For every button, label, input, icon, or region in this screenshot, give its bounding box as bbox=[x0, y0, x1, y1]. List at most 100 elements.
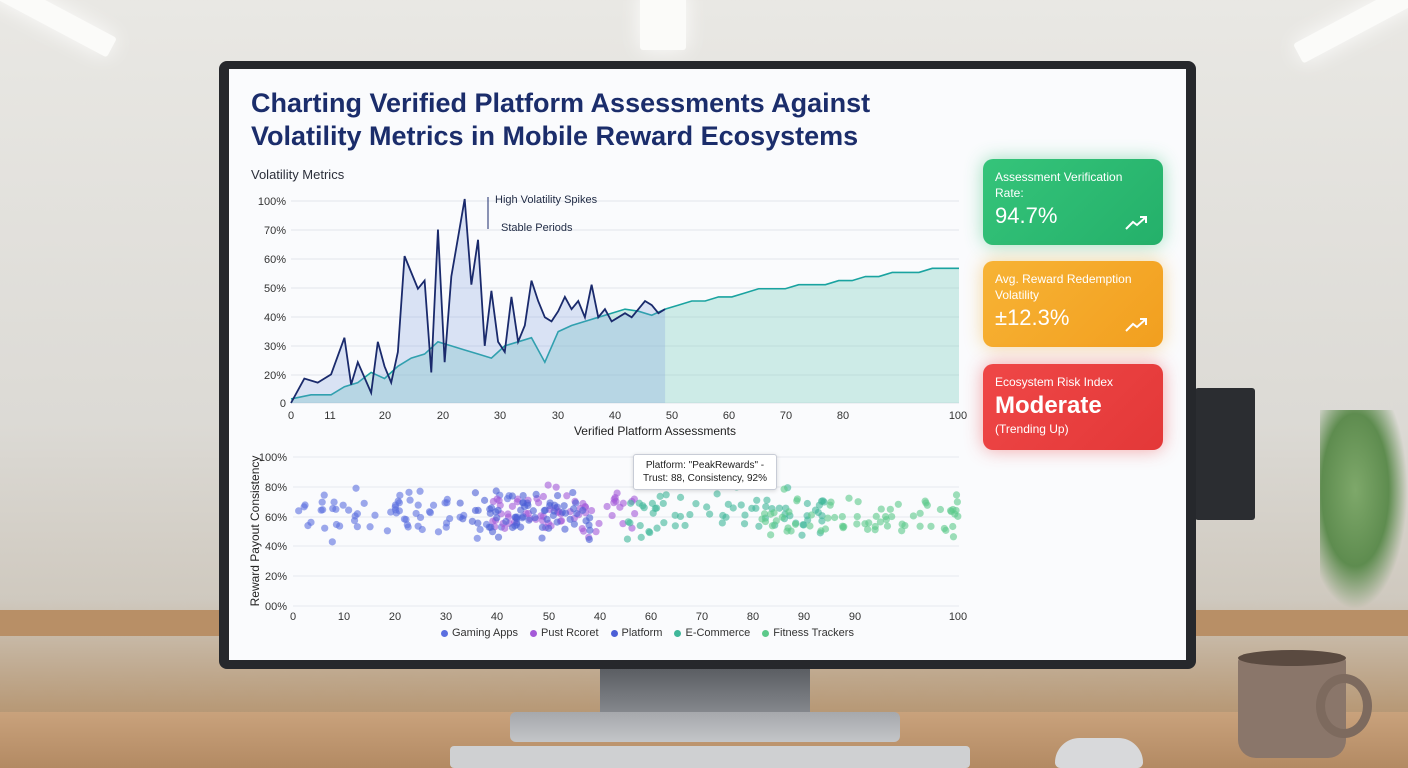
scatter-point bbox=[692, 500, 700, 508]
y-tick-label: 60% bbox=[264, 254, 286, 266]
plant bbox=[1320, 410, 1408, 610]
scatter-point bbox=[653, 504, 661, 512]
scatter-point bbox=[414, 522, 422, 530]
scatter-point bbox=[676, 493, 685, 501]
scatter-legend: Gaming Apps Pust Rcoret Platform E-Comme… bbox=[441, 627, 854, 639]
scatter-point bbox=[817, 527, 825, 535]
kpi-card-redemption-volatility[interactable]: Avg. Reward Redemption Volatility ±12.3% bbox=[983, 261, 1163, 347]
legend-item-gaming-apps[interactable]: Gaming Apps bbox=[441, 627, 518, 639]
scatter-point bbox=[321, 524, 329, 532]
scatter-point bbox=[553, 491, 562, 500]
scatter-point bbox=[320, 491, 328, 499]
scatter-point bbox=[806, 522, 814, 530]
scatter-point bbox=[952, 491, 961, 499]
ceiling-light-center bbox=[640, 0, 686, 50]
scatter-point bbox=[949, 533, 958, 541]
scatter-point bbox=[406, 496, 414, 504]
scatter-point bbox=[545, 524, 553, 532]
scatter-point bbox=[396, 491, 404, 499]
scatter-point bbox=[517, 506, 525, 514]
scatter-point bbox=[660, 519, 668, 527]
ceiling-light-right bbox=[1293, 0, 1408, 64]
scatter-point bbox=[949, 522, 957, 531]
scatter-x-tick-label: 90 bbox=[798, 611, 810, 623]
scatter-point bbox=[753, 496, 761, 504]
scatter-point bbox=[318, 498, 326, 506]
scatter-point bbox=[476, 525, 484, 534]
x-tick-label: 0 bbox=[288, 410, 294, 422]
high-volatility-line bbox=[290, 198, 666, 404]
scatter-point bbox=[546, 499, 554, 507]
coffee-mug bbox=[1238, 656, 1372, 758]
scatter-point bbox=[434, 528, 443, 536]
legend-label: E-Commerce bbox=[685, 627, 751, 639]
scatter-point bbox=[755, 522, 763, 530]
legend-item-platform[interactable]: Platform bbox=[610, 627, 662, 639]
scatter-point bbox=[649, 509, 657, 517]
x-tick-label: 50 bbox=[666, 410, 678, 422]
scatter-point bbox=[845, 494, 853, 502]
scatter-x-tick-label: 50 bbox=[543, 611, 555, 623]
monitor-stand-base bbox=[510, 712, 900, 742]
high-volatility-area bbox=[291, 199, 666, 403]
scatter-point bbox=[768, 522, 776, 530]
scatter-point bbox=[853, 512, 861, 521]
scatter-point bbox=[371, 511, 379, 519]
scatter-point bbox=[570, 520, 578, 528]
scatter-point bbox=[785, 508, 793, 516]
legend-label: Pust Rcoret bbox=[541, 627, 599, 639]
scatter-point bbox=[473, 534, 481, 542]
scatter-x-tick-label: 30 bbox=[440, 611, 452, 623]
scatter-y-tick-label: 40% bbox=[265, 541, 287, 553]
scatter-point bbox=[681, 521, 689, 530]
scatter-point bbox=[502, 517, 510, 526]
legend-label: Gaming Apps bbox=[452, 627, 519, 639]
legend-item-pust-rcoret[interactable]: Pust Rcoret bbox=[530, 627, 599, 639]
scatter-point bbox=[608, 511, 616, 520]
scatter-point bbox=[529, 507, 537, 515]
scatter-point bbox=[508, 502, 516, 510]
scatter-point bbox=[803, 499, 811, 508]
scatter-point bbox=[752, 504, 760, 512]
scatter-point bbox=[807, 511, 816, 519]
kpi-card-verification-rate[interactable]: Assessment Verification Rate: 94.7% bbox=[983, 159, 1163, 245]
scatter-point bbox=[544, 481, 552, 489]
x-tick-label: 30 bbox=[494, 410, 506, 422]
x-tick-label: 80 bbox=[837, 410, 849, 422]
legend-item-fitness-trackers[interactable]: Fitness Trackers bbox=[762, 627, 854, 639]
scatter-point bbox=[579, 506, 587, 514]
scatter-point bbox=[566, 515, 574, 523]
scatter-point bbox=[328, 538, 336, 546]
scatter-point bbox=[888, 512, 896, 521]
x-axis-title: Verified Platform Assessments bbox=[574, 424, 736, 438]
scatter-point bbox=[778, 513, 786, 521]
coffee-mug-rim bbox=[1238, 650, 1346, 666]
scatter-point bbox=[485, 523, 493, 531]
scatter-point bbox=[648, 499, 657, 507]
scatter-point bbox=[587, 506, 596, 515]
x-tick-label: 20 bbox=[437, 410, 449, 422]
scatter-point bbox=[492, 508, 500, 516]
legend-item-e-commerce[interactable]: E-Commerce bbox=[674, 627, 750, 639]
kpi-card-risk-index[interactable]: Ecosystem Risk Index Moderate (Trending … bbox=[983, 364, 1163, 450]
scatter-point bbox=[741, 511, 749, 519]
scatter-point bbox=[936, 505, 945, 514]
scatter-point bbox=[818, 517, 826, 525]
scatter-point bbox=[818, 512, 826, 520]
scatter-point bbox=[480, 496, 489, 504]
scatter-point bbox=[883, 522, 892, 530]
scatter-point bbox=[459, 515, 467, 523]
scatter-point bbox=[592, 528, 600, 536]
tooltip-line-2: Trust: 88, Consistency, 92% bbox=[643, 473, 767, 484]
scatter-point bbox=[659, 499, 667, 508]
ceiling-light-left bbox=[0, 0, 117, 58]
scatter-point bbox=[543, 515, 551, 523]
scatter-point bbox=[894, 500, 902, 508]
keyboard bbox=[450, 746, 970, 768]
scatter-point bbox=[360, 499, 368, 507]
scatter-point bbox=[626, 519, 634, 527]
scatter-point bbox=[486, 509, 494, 517]
scatter-y-tick-label: 20% bbox=[265, 571, 287, 583]
scatter-point bbox=[706, 510, 714, 518]
background-monitor bbox=[1195, 388, 1255, 520]
